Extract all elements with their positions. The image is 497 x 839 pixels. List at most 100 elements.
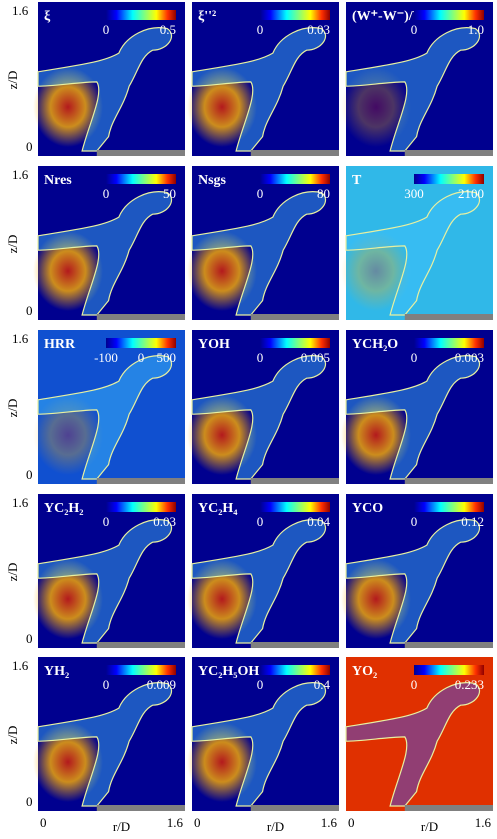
colorbar-tick-label: 0.003 <box>455 350 484 365</box>
colorbar <box>414 338 484 348</box>
flame-contour <box>346 356 480 479</box>
hot-region <box>187 67 257 147</box>
nozzle <box>250 150 339 156</box>
r-right-label: 1.6 <box>167 815 184 830</box>
colorbar-tick-label: 2100 <box>458 186 484 201</box>
r-left-label: 0 <box>40 815 47 830</box>
flame-contour <box>346 192 480 315</box>
panel-label: ξ''² <box>198 9 216 24</box>
hot-region <box>341 231 411 311</box>
nozzle <box>404 314 493 320</box>
z-axis-label: z/D <box>5 71 20 90</box>
nozzle <box>96 478 185 484</box>
flame-contour <box>346 28 480 151</box>
panel-label: YCO <box>352 501 383 516</box>
nozzle <box>96 150 185 156</box>
flame-contour <box>192 28 326 151</box>
panel: ξ''² 0 0.03 <box>187 2 339 156</box>
flame-contour <box>192 520 326 643</box>
nozzle <box>250 805 339 811</box>
colorbar-tick-label: 0 <box>138 350 145 365</box>
flame-contour <box>346 683 480 806</box>
colorbar-tick-label: 0.5 <box>160 22 176 37</box>
flame-contour <box>38 356 172 479</box>
nozzle <box>250 314 339 320</box>
r-right-label: 1.6 <box>475 815 492 830</box>
colorbar <box>260 665 330 675</box>
z-axis-label: z/D <box>5 563 20 582</box>
panel-label: YC₂H₂ <box>44 501 84 516</box>
z-axis-label: z/D <box>5 235 20 254</box>
panel-label: YO₂ <box>352 664 377 679</box>
r-axis-label: r/D <box>113 819 130 834</box>
hot-region <box>341 395 411 475</box>
r-right-label: 1.6 <box>321 815 338 830</box>
hot-region <box>33 231 103 311</box>
panel: YC₂H₄ 0 0.04 <box>187 494 339 648</box>
nozzle <box>404 642 493 648</box>
colorbar-tick-label: 0 <box>103 677 110 692</box>
nozzle <box>96 314 185 320</box>
hot-region <box>33 722 103 802</box>
panel: YCO 0 0.12 <box>341 494 493 648</box>
nozzle <box>250 478 339 484</box>
colorbar-tick-label: 0 <box>257 186 264 201</box>
flame-contour <box>192 356 326 479</box>
hot-region <box>187 395 257 475</box>
panel: HRR -100 0 500 <box>33 330 185 484</box>
hot-region <box>341 559 411 639</box>
z-bottom-label: 0 <box>26 467 33 482</box>
z-bottom-label: 0 <box>26 139 33 154</box>
panel: YCH₂O 0 0.003 <box>341 330 493 484</box>
panel: YC₂H₂ 0 0.03 <box>33 494 185 648</box>
nozzle <box>404 805 493 811</box>
colorbar-tick-label: 0 <box>411 350 418 365</box>
colorbar <box>260 502 330 512</box>
panel: Nsgs 0 80 <box>187 166 339 320</box>
colorbar <box>260 174 330 184</box>
panel-label: ξ <box>44 9 51 24</box>
flame-contour <box>38 28 172 151</box>
colorbar-tick-label: 1.0 <box>468 22 484 37</box>
flame-contour <box>38 520 172 643</box>
z-bottom-label: 0 <box>26 631 33 646</box>
colorbar <box>414 665 484 675</box>
colorbar-tick-label: 300 <box>404 186 424 201</box>
panel-label: HRR <box>44 337 76 352</box>
colorbar <box>106 502 176 512</box>
colorbar-tick-label: 0.04 <box>307 514 330 529</box>
r-left-label: 0 <box>194 815 201 830</box>
z-top-label: 1.6 <box>12 331 29 346</box>
panel: YO₂ 0 0.233 <box>346 657 493 811</box>
nozzle <box>404 150 493 156</box>
r-axis-label: r/D <box>267 819 284 834</box>
flame-contour <box>346 520 480 643</box>
nozzle <box>404 478 493 484</box>
colorbar <box>106 10 176 20</box>
colorbar-tick-label: 0 <box>103 514 110 529</box>
colorbar-tick-label: 80 <box>317 186 330 201</box>
flame-contour <box>38 192 172 315</box>
z-axis-label: z/D <box>5 399 20 418</box>
panel: YH₂ 0 0.009 <box>33 657 185 811</box>
colorbar-tick-label: -100 <box>94 350 118 365</box>
panel-label: T <box>352 173 362 188</box>
panel-label: YCH₂O <box>352 337 398 352</box>
hot-region <box>187 231 257 311</box>
hot-region <box>33 395 103 475</box>
panel: Nres 0 50 <box>33 166 185 320</box>
colorbar-tick-label: 0.005 <box>301 350 330 365</box>
colorbar <box>414 502 484 512</box>
colorbar-tick-label: 0 <box>411 677 418 692</box>
panel-label: YC₂H₅OH <box>198 664 259 679</box>
hot-region <box>33 559 103 639</box>
hot-region <box>33 67 103 147</box>
panel-label: YH₂ <box>44 664 69 679</box>
panel: T 300 2100 <box>341 166 493 320</box>
panel: ξ 0 0.5 <box>33 2 185 156</box>
panel-label: (W⁺-W⁻)/W⁺ <box>352 9 434 24</box>
colorbar <box>414 174 484 184</box>
colorbar-tick-label: 0 <box>103 22 110 37</box>
